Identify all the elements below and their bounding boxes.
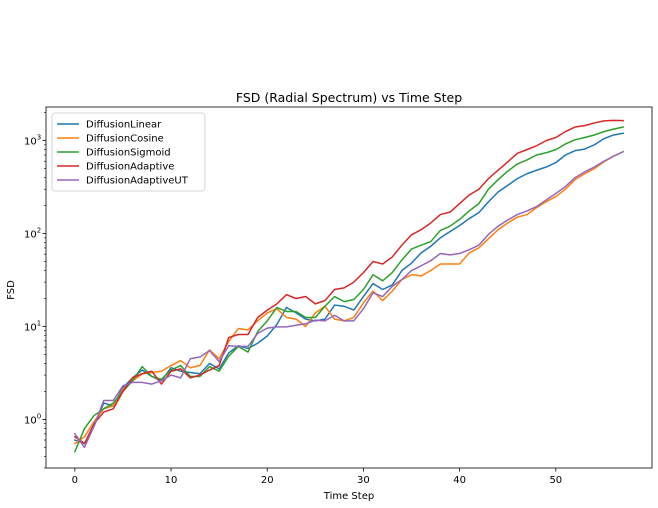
y-tick-label: 100 <box>24 412 41 426</box>
series-line-diffusionsigmoid <box>73 126 625 453</box>
chart-title: FSD (Radial Spectrum) vs Time Step <box>236 90 462 105</box>
legend-label-diffusionadaptive: DiffusionAdaptive <box>86 162 174 173</box>
plot-area <box>45 106 653 469</box>
legend-label-diffusionsigmoid: DiffusionSigmoid <box>86 148 171 159</box>
y-axis-label: FSD <box>6 280 17 300</box>
legend-label-diffusioncosine: DiffusionCosine <box>86 134 164 145</box>
x-tick-label: 40 <box>453 475 466 486</box>
x-tick-label: 20 <box>261 475 274 486</box>
x-axis-label: Time Step <box>323 491 374 502</box>
y-tick-label: 102 <box>24 227 41 241</box>
x-tick-label: 0 <box>72 475 78 486</box>
legend-label-diffusionlinear: DiffusionLinear <box>86 120 162 131</box>
axes-frame <box>45 106 653 469</box>
legend: DiffusionLinear DiffusionCosine DiffusionS… <box>51 112 206 192</box>
y-tick-label: 101 <box>24 319 41 333</box>
series-line-diffusioncosine <box>73 150 625 445</box>
x-tick-label: 50 <box>549 475 562 486</box>
x-tick-label: 10 <box>165 475 178 486</box>
legend-box <box>51 112 206 192</box>
x-axis: 0 10 20 30 40 50 <box>72 468 562 486</box>
series-line-diffusionadaptiveut <box>73 150 625 449</box>
y-axis: 100 101 102 103 <box>24 112 46 469</box>
legend-label-diffusionadaptiveut: DiffusionAdaptiveUT <box>86 176 189 187</box>
y-tick-label: 103 <box>24 134 41 148</box>
x-tick-label: 30 <box>357 475 370 486</box>
